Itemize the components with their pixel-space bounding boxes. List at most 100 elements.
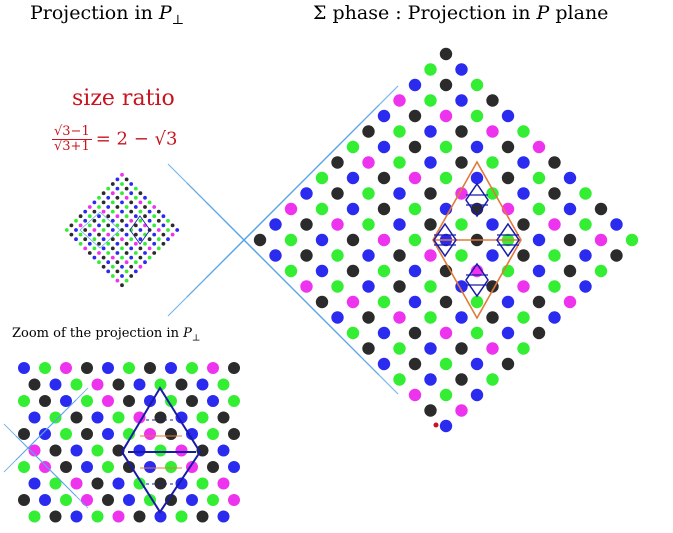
small-lattice-dot <box>133 195 138 200</box>
lattice-dot <box>331 249 344 262</box>
lattice-dot <box>594 264 608 278</box>
small-lattice-dot <box>110 264 115 269</box>
zoom-dot <box>228 428 240 440</box>
lattice-dot <box>346 171 360 185</box>
lattice-dot <box>331 187 344 200</box>
zoom-dot <box>196 378 209 391</box>
lattice-dot <box>300 249 313 262</box>
lattice-dot <box>315 202 329 216</box>
small-lattice-dot <box>161 241 166 246</box>
small-lattice-dot <box>133 232 138 237</box>
lattice-dot <box>346 202 360 216</box>
small-lattice-dot <box>78 241 83 246</box>
small-lattice-dot <box>120 264 124 269</box>
lattice-dot <box>377 264 391 278</box>
small-lattice-dot <box>129 191 134 196</box>
lattice-dot <box>563 295 577 309</box>
lattice-dot <box>470 78 484 92</box>
lattice-dot <box>455 125 468 138</box>
small-lattice-dot <box>120 246 124 251</box>
small-lattice-dot <box>106 251 111 255</box>
small-lattice-dot <box>97 205 101 209</box>
small-lattice-dot <box>138 191 143 196</box>
small-lattice-dot <box>124 232 129 237</box>
zoom-rhombus <box>120 386 202 514</box>
lattice-dot <box>346 264 360 278</box>
lattice-dot <box>532 264 546 278</box>
small-lattice-dot <box>156 209 161 214</box>
small-lattice-dot <box>166 228 170 232</box>
lattice-dot <box>486 311 499 324</box>
small-lattice-dot <box>133 214 138 219</box>
zoom-dot <box>123 395 135 407</box>
lattice-dot <box>579 249 592 262</box>
size-ratio-formula: √3−1 √3+1 = 2 − √3 <box>52 124 178 154</box>
small-lattice-dot <box>87 232 92 237</box>
lattice-dot <box>439 388 453 402</box>
zoom-dot <box>144 494 156 506</box>
small-lattice-dot <box>129 255 134 260</box>
small-lattice-dot <box>143 241 147 246</box>
lattice-dot <box>563 202 577 216</box>
lattice-dot <box>439 171 453 185</box>
small-lattice-dot <box>101 228 106 232</box>
small-lattice-dot <box>156 246 161 251</box>
zoom-dot <box>18 428 30 440</box>
small-lattice-dot <box>120 283 124 288</box>
small-lattice-dot <box>156 237 161 242</box>
lattice-dot <box>408 233 422 247</box>
lattice-dot <box>377 171 391 185</box>
lattice-dot <box>439 78 453 92</box>
ratio-fraction: √3−1 √3+1 <box>52 124 92 154</box>
zoom-dot <box>70 411 83 424</box>
zoom-dot <box>39 461 51 473</box>
small-lattice-dot <box>110 182 115 186</box>
zoom-dot <box>175 477 188 490</box>
zoom-dot <box>144 461 156 473</box>
lattice-dot <box>393 125 406 138</box>
small-lattice-dot <box>115 251 120 255</box>
sigma-phase-overlay <box>167 85 522 428</box>
small-lattice-dot <box>115 186 120 191</box>
lattice-dot <box>362 342 375 355</box>
lattice-dot <box>362 311 375 324</box>
small-lattice-dot <box>124 214 129 219</box>
small-lattice-dot <box>133 205 138 209</box>
lattice-dot <box>610 249 623 262</box>
zoom-dot <box>49 411 62 424</box>
zoom-dot <box>112 444 125 457</box>
lattice-dot <box>455 249 468 262</box>
lattice-dot <box>408 357 422 371</box>
small-lattice-dot <box>120 172 124 177</box>
zoom-dot <box>133 378 146 391</box>
small-lattice-dot <box>124 177 129 182</box>
small-lattice-dot <box>152 251 157 255</box>
zoom-dot <box>49 510 62 523</box>
small-lattice-dot <box>97 223 101 228</box>
zoom-dot <box>102 494 114 506</box>
lattice-dot <box>362 249 375 262</box>
small-lattice-dot <box>152 214 157 219</box>
lattice-dot <box>377 326 391 340</box>
small-lattice-dot <box>120 209 124 214</box>
small-lattice-dot <box>97 260 101 265</box>
zoom-dot <box>28 378 41 391</box>
right-title: Σ phase : Projection in P plane <box>313 2 609 24</box>
small-lattice-dot <box>74 237 78 242</box>
small-lattice-dot <box>110 218 115 223</box>
lattice-dot <box>362 156 375 169</box>
lattice-dot <box>548 311 561 324</box>
zoom-dot <box>133 510 146 523</box>
lattice-dot <box>548 249 561 262</box>
lattice-dot <box>563 264 577 278</box>
lattice-dot <box>517 156 530 169</box>
lattice-dot <box>346 233 360 247</box>
zoom-dot <box>112 510 125 523</box>
zoom-dot <box>196 510 209 523</box>
small-lattice-dot <box>92 209 97 214</box>
zoom-dot <box>154 510 167 523</box>
small-lattice-dot <box>138 255 143 260</box>
small-lattice-dot <box>147 200 152 205</box>
zoom-dot <box>217 411 230 424</box>
